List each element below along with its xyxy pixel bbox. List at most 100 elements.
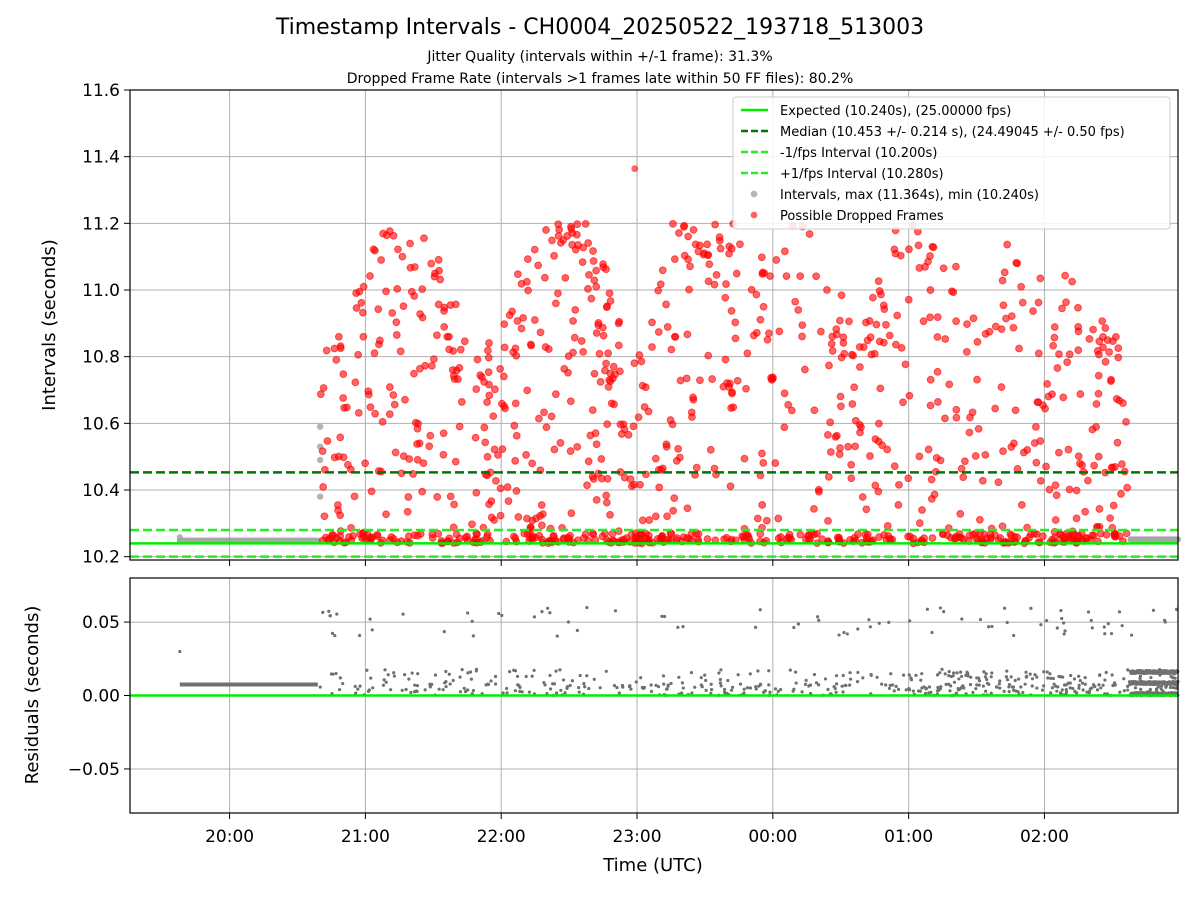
dropped-frame-point <box>330 453 339 462</box>
residual-point <box>1005 669 1009 673</box>
dropped-frame-point <box>382 231 391 240</box>
residual-point <box>768 690 772 694</box>
dropped-frame-point <box>1123 483 1132 492</box>
dropped-frame-point <box>523 255 532 264</box>
dropped-frame-point <box>743 349 752 358</box>
dropped-frame-point <box>602 491 611 500</box>
residual-point <box>1060 688 1064 692</box>
dropped-frame-point <box>561 273 570 282</box>
dropped-frame-point <box>762 516 771 525</box>
residual-point <box>471 634 475 638</box>
residual-point <box>947 670 951 674</box>
residual-point <box>1030 677 1035 681</box>
residual-point <box>989 675 993 679</box>
residual-point <box>384 680 388 684</box>
dropped-frame-point <box>1114 353 1123 362</box>
dropped-frame-point <box>837 353 846 362</box>
dropped-frame-point <box>370 349 379 358</box>
residual-point <box>527 690 531 694</box>
residual-point <box>1083 682 1087 686</box>
dropped-frame-point <box>1064 445 1073 454</box>
dropped-frame-point <box>584 239 593 247</box>
residual-point <box>722 687 727 691</box>
dropped-frame-point <box>550 251 559 260</box>
dropped-frame-point <box>798 321 807 329</box>
intervals-plot-area <box>130 165 1181 558</box>
dropped-frame-point <box>555 225 564 234</box>
dropped-frame-point <box>756 315 765 324</box>
dropped-frame-point <box>837 402 845 411</box>
residual-point <box>428 685 432 689</box>
dropped-frame-point <box>1107 377 1115 386</box>
dropped-frame-point <box>406 263 415 272</box>
dropped-frame-point <box>728 388 736 397</box>
dropped-frame-point <box>904 474 913 483</box>
residual-point <box>1024 675 1028 679</box>
residual-point <box>460 668 464 672</box>
dropped-frame-point <box>927 475 936 484</box>
dropped-frame-point <box>905 391 914 400</box>
dropped-frame-point <box>492 476 500 485</box>
dropped-frame-point <box>805 230 814 238</box>
dropped-frame-point <box>489 412 498 421</box>
residual-point <box>938 671 942 675</box>
dropped-frame-point <box>411 418 420 427</box>
dropped-frame-point <box>775 327 784 336</box>
dropped-frame-point <box>1115 532 1124 540</box>
dropped-frame-point <box>517 324 526 333</box>
dropped-frame-point <box>523 514 531 523</box>
residual-point <box>794 670 798 674</box>
dropped-frame-point <box>971 452 980 460</box>
dropped-frame-point <box>513 317 522 325</box>
dropped-frame-point <box>757 253 766 262</box>
dropped-frame-point <box>780 423 789 432</box>
dropped-frame-point <box>692 463 701 472</box>
dropped-frame-point <box>416 310 424 318</box>
dropped-frame-point <box>1051 516 1060 524</box>
dropped-frame-point <box>1099 343 1107 352</box>
residual-point <box>662 682 666 686</box>
dropped-frame-point <box>439 429 448 438</box>
residual-point <box>433 673 438 677</box>
residual-point <box>404 687 408 692</box>
residual-point <box>718 681 723 685</box>
dropped-frame-point <box>763 335 772 344</box>
dropped-frame-point <box>673 534 681 542</box>
dropped-frame-point <box>727 535 736 544</box>
residual-point <box>1103 632 1107 636</box>
residual-point <box>1122 689 1126 693</box>
residual-point <box>880 682 884 686</box>
dropped-frame-point <box>721 355 730 364</box>
dropped-frame-point <box>877 290 885 299</box>
residual-point <box>884 683 888 687</box>
dropped-frame-point <box>428 361 436 370</box>
dropped-frame-point <box>875 337 884 346</box>
dropped-frame-point <box>1115 396 1124 405</box>
residual-point <box>392 671 396 675</box>
residual-point <box>840 684 844 688</box>
residual-point <box>497 611 501 616</box>
legend-box <box>732 96 1171 230</box>
residual-point <box>649 683 653 687</box>
dropped-frame-point <box>945 380 954 389</box>
residual-point <box>729 688 734 692</box>
residual-point <box>848 683 852 687</box>
dropped-frame-point <box>941 335 950 343</box>
dropped-frame-point <box>522 451 530 459</box>
dropped-frame-point <box>1058 304 1066 313</box>
residual-point <box>1051 676 1055 681</box>
dropped-frame-point <box>825 361 833 370</box>
dropped-frame-point <box>919 317 928 326</box>
dropped-frame-point <box>366 533 374 542</box>
dropped-frame-point <box>704 351 713 360</box>
dropped-frame-point <box>684 255 692 264</box>
residual-point <box>677 675 681 679</box>
dropped-frame-point <box>827 339 836 348</box>
residual-point <box>680 681 685 685</box>
dropped-frame-point <box>551 390 560 399</box>
residual-point <box>548 611 552 615</box>
residual-point <box>1077 686 1081 690</box>
dropped-frame-point <box>564 368 572 377</box>
dropped-frame-point <box>606 377 615 386</box>
dropped-frame-point <box>796 272 805 281</box>
